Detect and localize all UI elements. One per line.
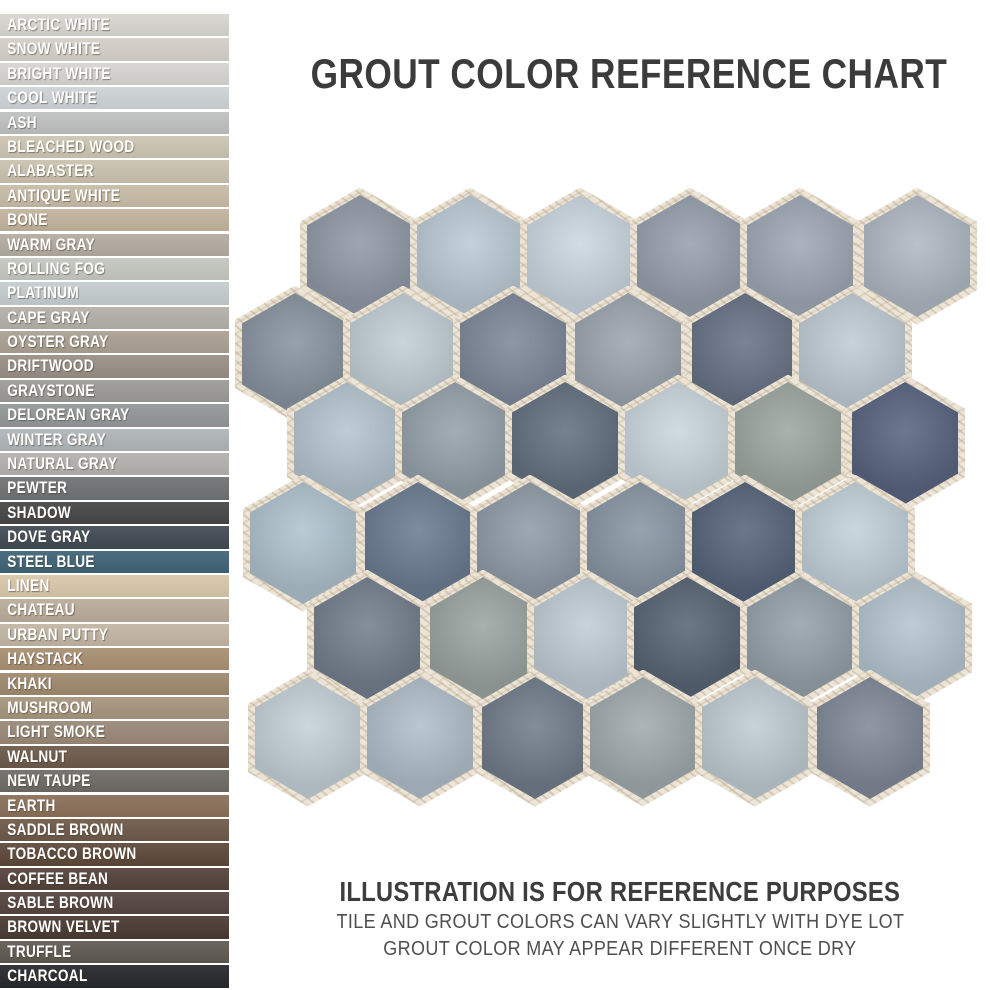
grout-color-swatch: DELOREAN GRAY [0,404,229,427]
hex-tile [637,195,743,317]
grout-color-swatch: ANTIQUE WHITE [0,184,229,208]
footer-note: ILLUSTRATION IS FOR REFERENCE PURPOSES T… [250,876,990,962]
grout-color-swatch: SHADOW [0,501,229,525]
grout-color-name: PEWTER [7,478,68,498]
grout-color-swatch: MUSHROOM [0,696,229,720]
grout-color-name: SADDLE BROWN [7,819,124,839]
grout-color-name: EARTH [7,795,56,815]
grout-color-swatch: PEWTER [0,477,229,500]
footer-line-1-wrap: TILE AND GROUT COLORS CAN VARY SLIGHTLY … [250,909,990,935]
grout-color-name: ARCTIC WHITE [7,15,111,34]
grout-color-name: TOBACCO BROWN [7,844,137,864]
grout-color-name: SABLE BROWN [7,893,114,913]
grout-color-name: URBAN PUTTY [7,624,109,644]
grout-color-swatch: HAYSTACK [0,648,229,671]
footer-line-2: GROUT COLOR MAY APPEAR DIFFERENT ONCE DR… [383,938,857,960]
grout-color-name: PLATINUM [7,283,80,303]
grout-color-name: ANTIQUE WHITE [7,185,121,205]
grout-color-swatch: COFFEE BEAN [0,867,229,890]
footer-heading: ILLUSTRATION IS FOR REFERENCE PURPOSES [339,876,901,907]
grout-color-swatch: PLATINUM [0,282,229,305]
grout-color-name: NATURAL GRAY [7,454,118,474]
grout-color-name: SNOW WHITE [7,39,101,59]
grout-color-swatch: SABLE BROWN [0,892,229,915]
grout-color-swatch: BROWN VELVET [0,916,229,939]
grout-color-swatch: CAPE GRAY [0,306,229,329]
grout-color-swatch: GRAYSTONE [0,379,229,403]
grout-color-swatch: BRIGHT WHITE [0,62,229,86]
grout-color-name: GRAYSTONE [7,380,95,400]
grout-color-name: NEW TAUPE [7,771,91,791]
grout-color-name: LIGHT SMOKE [7,722,106,742]
grout-color-name: MUSHROOM [7,697,93,717]
grout-color-name: BLEACHED WOOD [7,136,135,156]
grout-color-name: BROWN VELVET [7,917,120,937]
grout-color-name: WALNUT [7,746,68,766]
grout-color-swatch: SNOW WHITE [0,38,229,61]
grout-color-name: WINTER GRAY [7,429,107,449]
grout-color-name: ALABASTER [7,161,94,181]
grout-color-name: TRUFFLE [7,941,72,961]
footer-line-2-wrap: GROUT COLOR MAY APPEAR DIFFERENT ONCE DR… [250,936,990,962]
grout-color-swatch: BLEACHED WOOD [0,135,229,159]
grout-color-name: SHADOW [7,502,72,522]
grout-color-swatch: DOVE GRAY [0,526,229,549]
grout-color-name: ASH [7,112,37,132]
footer-line-1: TILE AND GROUT COLORS CAN VARY SLIGHTLY … [336,911,904,933]
grout-color-name: DOVE GRAY [7,527,91,547]
grout-color-swatch: WARM GRAY [0,233,229,256]
grout-color-name: COOL WHITE [7,88,98,108]
grout-color-swatch: URBAN PUTTY [0,623,229,647]
grout-color-swatch: NATURAL GRAY [0,453,229,476]
grout-color-name: HAYSTACK [7,649,84,669]
grout-color-swatch: KHAKI [0,672,229,695]
grout-color-name: CAPE GRAY [7,307,90,327]
grout-color-swatch: LIGHT SMOKE [0,721,229,744]
grout-color-swatch: SADDLE BROWN [0,818,229,842]
grout-color-swatch: ALABASTER [0,160,229,183]
grout-color-list: ARCTIC WHITE SNOW WHITE BRIGHT WHITE COOL W… [0,14,229,988]
grout-color-swatch: CHATEAU [0,599,229,622]
grout-color-swatch: NEW TAUPE [0,770,229,793]
grout-color-swatch: CHARCOAL [0,965,229,988]
grout-color-swatch: EARTH [0,794,229,817]
grout-color-name: STEEL BLUE [7,551,95,571]
grout-color-swatch: TOBACCO BROWN [0,843,229,866]
grout-color-swatch: DRIFTWOOD [0,355,229,378]
grout-color-swatch: ROLLING FOG [0,257,229,281]
grout-color-name: BONE [7,210,48,230]
grout-color-name: COFFEE BEAN [7,868,109,888]
grout-color-swatch: WALNUT [0,745,229,769]
grout-color-name: CHARCOAL [7,966,88,986]
hex-tile [864,195,970,317]
grout-color-swatch: ASH [0,111,229,134]
grout-color-name: BRIGHT WHITE [7,63,111,83]
grout-color-name: LINEN [7,575,50,595]
grout-color-swatch: OYSTER GRAY [0,331,229,354]
page-title-wrap: GROUT COLOR REFERENCE CHART [250,50,990,98]
grout-color-name: KHAKI [7,673,52,693]
grout-color-name: ROLLING FOG [7,258,106,278]
grout-color-name: OYSTER GRAY [7,332,109,352]
grout-color-name: DELOREAN GRAY [7,405,130,425]
page-title: GROUT COLOR REFERENCE CHART [310,50,948,97]
grout-color-swatch: TRUFFLE [0,940,229,964]
grout-color-swatch: BONE [0,209,229,232]
grout-color-name: DRIFTWOOD [7,356,94,376]
grout-color-name: WARM GRAY [7,234,95,254]
grout-color-swatch: ARCTIC WHITE [0,14,229,37]
grout-color-swatch: STEEL BLUE [0,550,229,573]
grout-color-swatch: LINEN [0,574,229,598]
grout-color-swatch: COOL WHITE [0,87,229,110]
grout-color-swatch: WINTER GRAY [0,428,229,451]
grout-color-name: CHATEAU [7,600,75,620]
